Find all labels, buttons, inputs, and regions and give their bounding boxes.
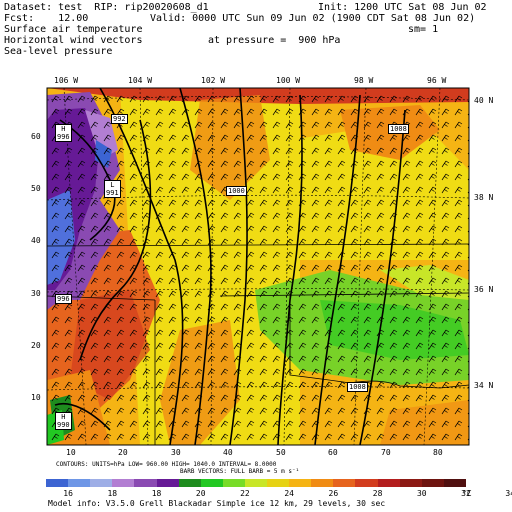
legend-swatch — [134, 479, 157, 487]
model-info: Model info: V3.5.0 Grell Blackadar Simpl… — [48, 499, 386, 508]
field-temperature-label: Surface air temperature — [4, 24, 143, 35]
legend-tick-label: 18 — [151, 489, 162, 498]
barbs-info: BARB VECTORS: FULL BARB = 5 m s⁻¹ — [180, 468, 300, 475]
center-letter: H — [61, 413, 66, 421]
legend-tick-label: 24 — [284, 489, 294, 498]
x-tick-60: 60 — [328, 448, 338, 457]
legend-swatch — [90, 479, 113, 487]
lat-label-38: 38 N — [474, 193, 494, 202]
legend-tick-label: 20 — [195, 489, 206, 498]
y-tick-10: 10 — [31, 393, 41, 402]
legend-swatch — [222, 479, 246, 487]
valid-label: Valid: 0000 UTC Sun 09 Jun 02 (1900 CDT … — [150, 13, 476, 24]
legend-tick-label: 26 — [328, 489, 339, 498]
center-letter: L — [110, 181, 115, 189]
y-tick-40: 40 — [31, 236, 41, 245]
legend-tick-label: 16 — [63, 489, 73, 498]
field-slp-label: Sea-level pressure — [4, 46, 113, 57]
map-frame — [46, 87, 470, 446]
legend-swatch — [421, 479, 445, 487]
y-tick-30: 30 — [31, 289, 41, 298]
lon-label-106: 106 W — [54, 76, 79, 85]
lat-label-40: 40 N — [474, 96, 494, 105]
wind-barbs — [51, 95, 469, 441]
isobars — [54, 88, 406, 445]
isobar-label: 996 — [55, 294, 72, 304]
isobar-label: 1008 — [347, 382, 368, 392]
pressure-level-label: at pressure = 900 hPa — [208, 35, 341, 46]
legend-swatch — [178, 479, 202, 487]
lon-label-100: 100 W — [276, 76, 301, 85]
smoothing-label: sm= 1 — [408, 24, 439, 35]
legend-swatch — [333, 479, 356, 487]
x-tick-20: 20 — [118, 448, 128, 457]
center-value: 990 — [57, 421, 70, 429]
lat-label-36: 36 N — [474, 285, 494, 294]
lon-label-96: 96 W — [427, 76, 447, 85]
legend-tick-label: 28 — [372, 489, 383, 498]
legend-swatch — [377, 479, 401, 487]
high-center: H 990 — [55, 412, 72, 430]
isobar-label: 992 — [111, 114, 128, 124]
lat-label-34: 34 N — [474, 381, 494, 390]
x-tick-40: 40 — [223, 448, 233, 457]
low-center: L 991 — [104, 180, 121, 198]
legend-unit: °C — [462, 489, 472, 498]
fcst-label: Fcst: 12.00 — [4, 13, 89, 24]
legend-swatch — [244, 479, 268, 487]
lon-label-98: 98 W — [354, 76, 374, 85]
legend-tick-label: 22 — [240, 489, 250, 498]
lon-label-104: 104 W — [128, 76, 153, 85]
legend-swatch — [355, 479, 379, 487]
legend-swatch — [443, 479, 467, 487]
x-tick-10: 10 — [66, 448, 76, 457]
contours-info: CONTOURS: UNITS=hPa LOW= 960.00 HIGH= 10… — [56, 461, 277, 468]
legend-swatch — [289, 479, 312, 487]
legend-tick-label: 18 — [107, 489, 118, 498]
isobar-label: 1008 — [388, 124, 409, 134]
isobar-label: 1000 — [226, 186, 247, 196]
legend-swatch — [46, 479, 69, 487]
x-tick-30: 30 — [171, 448, 181, 457]
legend-tick-label: 32 — [461, 489, 471, 498]
center-letter: H — [61, 125, 66, 133]
legend-swatch — [267, 479, 290, 487]
init-label: Init: 1200 UTC Sat 08 Jun 02 — [318, 2, 487, 13]
legend-tick-label: 34 — [505, 489, 512, 498]
legend-swatch — [156, 479, 180, 487]
center-value: 996 — [57, 133, 70, 141]
legend-swatch — [112, 479, 135, 487]
legend-swatch — [399, 479, 423, 487]
lon-label-102: 102 W — [201, 76, 226, 85]
x-tick-80: 80 — [433, 448, 443, 457]
x-tick-50: 50 — [276, 448, 286, 457]
y-tick-50: 50 — [31, 184, 41, 193]
legend-swatch — [200, 479, 224, 487]
x-tick-70: 70 — [381, 448, 391, 457]
y-tick-60: 60 — [31, 132, 41, 141]
legend-swatch — [311, 479, 334, 487]
high-center: H 996 — [55, 124, 72, 142]
dataset-label: Dataset: test RIP: rip20020608_d1 — [4, 2, 209, 13]
y-tick-20: 20 — [31, 341, 41, 350]
legend-tick-label: 30 — [416, 489, 427, 498]
center-value: 991 — [106, 189, 119, 197]
legend-swatch — [68, 479, 91, 487]
field-wind-label: Horizontal wind vectors — [4, 35, 143, 46]
